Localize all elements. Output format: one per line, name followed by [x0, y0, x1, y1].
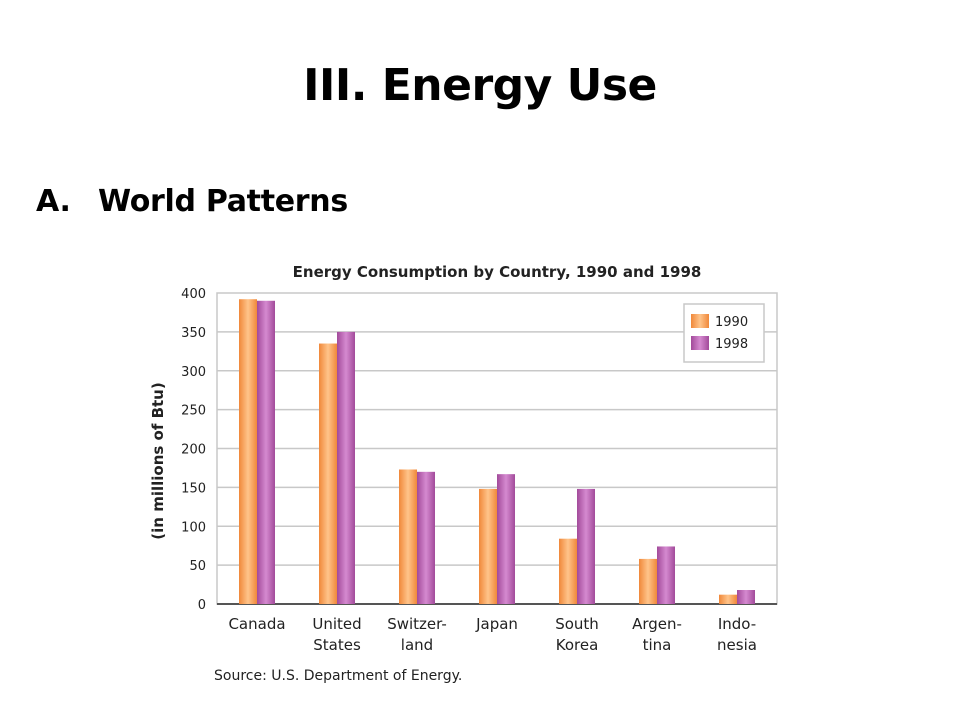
legend-swatch-1990 — [691, 314, 709, 328]
x-tick-label: Canada — [228, 615, 285, 633]
x-tick-label: Korea — [556, 636, 599, 654]
slide-title: III. Energy Use — [303, 60, 657, 111]
y-tick-label: 200 — [181, 443, 206, 458]
bullet-marker: A. — [36, 184, 71, 219]
y-tick-label: 300 — [181, 365, 206, 380]
bar-1998-2 — [417, 471, 435, 604]
bar-1990-1 — [319, 343, 337, 604]
x-tick-label: States — [313, 636, 361, 654]
y-tick-label: 400 — [181, 287, 206, 302]
bullet-heading: A. World Patterns — [36, 184, 348, 219]
y-axis-label: (in millions of Btu) — [149, 382, 167, 539]
x-tick-label: tina — [643, 636, 672, 654]
x-tick-label: Argen- — [632, 615, 682, 633]
y-tick-label: 250 — [181, 404, 206, 419]
legend-label-1998: 1998 — [715, 337, 748, 352]
bar-1998-0 — [257, 300, 275, 604]
x-tick-label: Japan — [475, 615, 518, 633]
y-tick-label: 350 — [181, 326, 206, 341]
bar-1998-6 — [737, 590, 755, 604]
legend-swatch-1998 — [691, 336, 709, 350]
x-tick-label: South — [555, 615, 599, 633]
bar-1998-3 — [497, 474, 515, 604]
bar-1990-5 — [639, 558, 657, 604]
y-tick-label: 150 — [181, 481, 206, 496]
bar-1998-4 — [577, 488, 595, 604]
x-tick-label: Switzer- — [387, 615, 447, 633]
legend-label-1990: 1990 — [715, 315, 748, 330]
bullet-text: World Patterns — [98, 184, 348, 219]
x-tick-label: land — [401, 636, 433, 654]
y-tick-label: 50 — [189, 559, 206, 574]
chart-title: Energy Consumption by Country, 1990 and … — [293, 263, 702, 281]
y-tick-label: 0 — [198, 598, 206, 613]
x-tick-label: United — [312, 615, 361, 633]
bar-1990-3 — [479, 488, 497, 604]
legend-box — [683, 303, 765, 363]
chart-source: Source: U.S. Department of Energy. — [214, 668, 463, 684]
x-tick-label: nesia — [717, 636, 757, 654]
bar-1990-4 — [559, 538, 577, 604]
bar-1990-6 — [719, 594, 737, 604]
bar-1998-5 — [657, 546, 675, 604]
y-tick-label: 100 — [181, 520, 206, 535]
bar-1990-2 — [399, 469, 417, 604]
bar-1990-0 — [239, 299, 257, 604]
bar-1998-1 — [337, 331, 355, 604]
x-tick-label: Indo- — [718, 615, 756, 633]
